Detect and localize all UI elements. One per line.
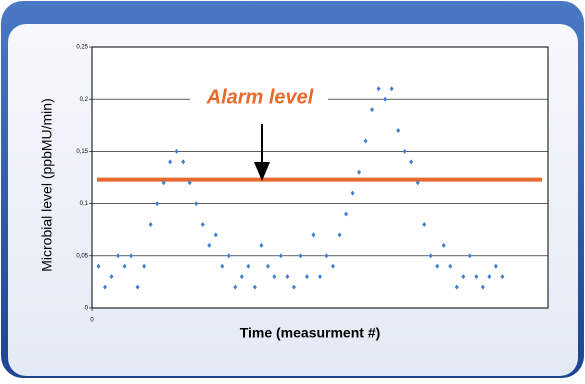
point <box>103 284 108 290</box>
point <box>207 242 212 248</box>
y-tick-label: 0,05 <box>76 253 88 259</box>
point <box>181 159 186 165</box>
point <box>194 201 199 207</box>
point <box>220 263 225 269</box>
arrow-head <box>254 162 270 181</box>
point <box>435 263 440 269</box>
point <box>337 232 342 238</box>
point <box>174 148 179 154</box>
point <box>239 274 244 280</box>
y-tick-label: 0 <box>85 306 89 312</box>
point <box>454 284 459 290</box>
point <box>363 138 368 144</box>
point <box>161 180 166 186</box>
point <box>500 274 505 280</box>
point <box>415 180 420 186</box>
x-axis-label: Time (measurment #) <box>240 325 381 341</box>
point <box>350 190 355 196</box>
point <box>422 221 427 227</box>
point <box>448 263 453 269</box>
point <box>383 96 388 102</box>
y-axis-label: Microbial level (ppbMU/min) <box>39 98 55 272</box>
y-tick-label: 0,2 <box>80 97 89 103</box>
point <box>259 242 264 248</box>
point <box>265 263 270 269</box>
point <box>344 211 349 217</box>
point <box>285 274 290 280</box>
annotation: Alarm level <box>206 86 314 108</box>
point <box>116 253 121 259</box>
point <box>291 284 296 290</box>
point <box>487 274 492 280</box>
annotation-bg <box>190 86 328 110</box>
y-tick-label: 0,15 <box>76 149 88 155</box>
point <box>428 253 433 259</box>
point <box>467 253 472 259</box>
point <box>213 232 218 238</box>
point <box>155 201 160 207</box>
point <box>402 148 407 154</box>
point <box>376 86 381 92</box>
y-tick-label: 0,25 <box>76 45 88 51</box>
point <box>318 274 322 280</box>
point <box>246 263 251 269</box>
point <box>122 263 127 269</box>
point <box>461 274 466 280</box>
point <box>129 253 134 259</box>
point <box>480 284 485 290</box>
point <box>109 274 114 280</box>
point <box>135 284 140 290</box>
point <box>233 284 238 290</box>
point <box>324 253 329 259</box>
point <box>252 284 257 290</box>
point <box>409 159 414 165</box>
point <box>441 242 446 248</box>
point <box>389 86 394 92</box>
point <box>148 221 153 227</box>
point <box>298 253 303 259</box>
x-tick-label: 0 <box>90 318 94 324</box>
point <box>168 159 173 165</box>
point <box>331 263 336 269</box>
point <box>493 263 498 269</box>
point <box>187 180 192 186</box>
point <box>278 253 283 259</box>
point <box>474 274 479 280</box>
y-tick-label: 0,1 <box>80 201 89 207</box>
point <box>396 128 401 134</box>
point <box>272 274 277 280</box>
point <box>226 253 231 259</box>
point <box>311 232 316 238</box>
point <box>142 263 147 269</box>
point <box>96 263 101 269</box>
point <box>357 169 362 175</box>
point <box>304 274 309 280</box>
point <box>200 221 205 227</box>
point <box>370 107 375 113</box>
